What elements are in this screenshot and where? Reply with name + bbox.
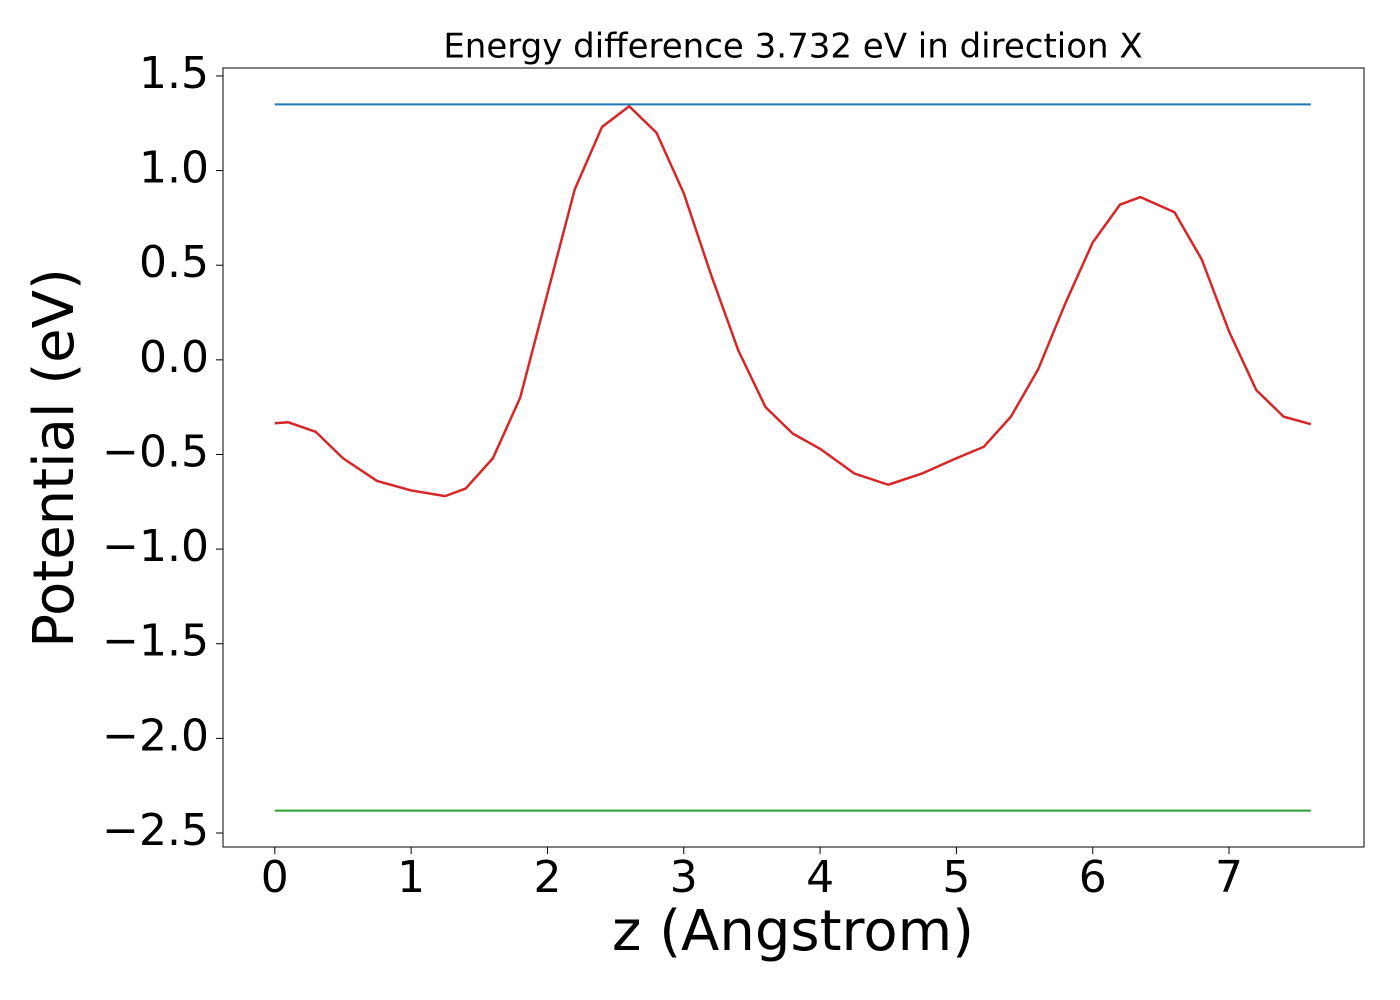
x-axis-label: z (Angstrom) — [612, 899, 974, 964]
line-series — [274, 104, 1312, 498]
y-tick-label: 1.5 — [139, 48, 209, 99]
x-tick-label: 6 — [1079, 852, 1107, 903]
y-tick-label: 0.0 — [139, 332, 209, 383]
y-tick-label: 1.0 — [139, 143, 209, 194]
y-axis-label: Potential (eV) — [22, 268, 87, 648]
y-tick-label: −2.0 — [102, 710, 209, 761]
y-tick-label: −0.5 — [102, 426, 209, 477]
chart-title: Energy difference 3.732 eV in direction … — [443, 27, 1142, 67]
y-tick-label: −1.5 — [102, 616, 209, 667]
plot-frame — [222, 67, 1365, 848]
y-tick-label: −1.0 — [102, 521, 209, 572]
x-tick-label: 1 — [397, 852, 425, 903]
x-tick-label: 7 — [1215, 852, 1243, 903]
x-tick-label: 0 — [261, 852, 289, 903]
x-tick-label: 2 — [533, 852, 561, 903]
y-tick-label: −2.5 — [102, 805, 209, 856]
x-tick-label: 3 — [670, 852, 698, 903]
x-tick-label: 5 — [942, 852, 970, 903]
y-tick-label: 0.5 — [139, 237, 209, 288]
x-tick-label: 4 — [806, 852, 834, 903]
